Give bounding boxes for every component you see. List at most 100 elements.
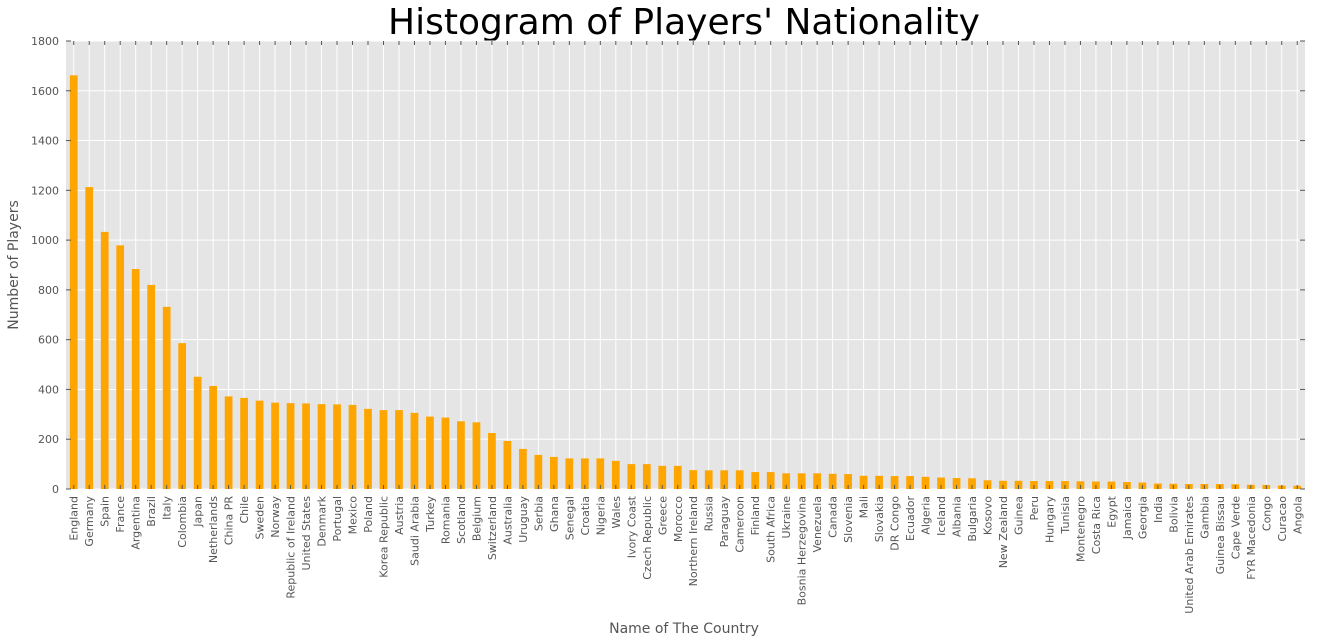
- x-tick-label: Ivory Coast: [625, 495, 638, 558]
- x-tick-label: Belgium: [470, 496, 483, 541]
- x-tick-label: DR Congo: [889, 496, 902, 551]
- y-tick-label: 200: [38, 433, 59, 446]
- x-tick-label: United States: [300, 496, 313, 571]
- bar: [627, 464, 636, 489]
- bar: [395, 410, 403, 489]
- bar: [379, 410, 388, 489]
- bar: [286, 403, 295, 489]
- x-tick-label: Russia: [703, 496, 716, 531]
- x-axis-label: Name of The Country: [609, 621, 759, 637]
- bar: [611, 460, 620, 489]
- x-tick-label: Gambia: [1198, 496, 1211, 539]
- x-tick-label: United Arab Emirates: [1183, 496, 1196, 614]
- x-tick-label: Bosnia Herzegovina: [796, 496, 809, 605]
- bar: [720, 470, 729, 489]
- x-tick-label: Venezuela: [811, 496, 824, 553]
- x-tick-label: Republic of Ireland: [285, 496, 298, 599]
- bar: [735, 470, 744, 489]
- bar: [333, 404, 341, 489]
- bar: [457, 421, 465, 489]
- x-tick-label: Uruguay: [517, 496, 530, 543]
- x-tick-label: Algeria: [920, 496, 933, 535]
- x-tick-label: South Africa: [765, 496, 778, 563]
- bar: [952, 478, 961, 489]
- x-tick-label: Argentina: [130, 496, 143, 550]
- x-tick-label: Cape Verde: [1229, 496, 1242, 559]
- x-tick-label: Northern Ireland: [687, 496, 700, 586]
- x-tick-label: Romania: [439, 496, 452, 544]
- x-tick-labels: England Germany Spain France Argentina Brazil…: [68, 495, 1305, 613]
- bar: [472, 422, 481, 489]
- bar: [999, 480, 1007, 489]
- bar: [364, 408, 372, 489]
- x-tick-label: Congo: [1260, 496, 1273, 531]
- y-tick-label: 400: [38, 383, 59, 396]
- x-tick-label: Guinea: [1012, 496, 1025, 535]
- bar: [797, 473, 806, 489]
- bar: [426, 416, 434, 489]
- bar: [519, 448, 527, 489]
- y-tick-label: 1200: [31, 184, 59, 197]
- bar: [782, 473, 791, 489]
- x-tick-label: Greece: [656, 496, 669, 535]
- x-tick-label: Canada: [827, 496, 840, 538]
- bar: [240, 397, 248, 489]
- x-tick-label: Cameroon: [734, 496, 747, 553]
- x-tick-label: Norway: [269, 496, 282, 538]
- bar: [596, 458, 605, 489]
- bar: [875, 475, 883, 489]
- bar: [689, 470, 698, 489]
- bar: [642, 464, 651, 489]
- x-tick-label: Mexico: [347, 496, 360, 535]
- y-axis-label: Number of Players: [6, 200, 22, 330]
- bar: [1014, 480, 1023, 489]
- x-tick-label: Hungary: [1043, 496, 1056, 543]
- x-tick-label: Iceland: [935, 496, 948, 536]
- x-tick-label: Poland: [362, 496, 375, 533]
- x-tick-label: Spain: [99, 496, 112, 527]
- x-tick-label: Czech Republic: [641, 496, 654, 580]
- x-tick-label: Scotland: [455, 496, 468, 544]
- x-tick-label: Austria: [393, 496, 406, 535]
- x-tick-label: Switzerland: [486, 496, 499, 560]
- bar: [890, 476, 899, 489]
- x-tick-label: Chile: [238, 496, 251, 524]
- bar: [302, 403, 310, 489]
- bar: [983, 480, 992, 489]
- x-tick-label: Japan: [192, 496, 205, 528]
- x-tick-label: Bolivia: [1167, 496, 1180, 533]
- y-tick-label: 1600: [31, 85, 59, 98]
- y-tick-label: 0: [52, 483, 59, 496]
- x-tick-label: Slovakia: [873, 496, 886, 542]
- bar: [565, 458, 574, 489]
- x-tick-label: FYR Macedonia: [1245, 496, 1258, 580]
- x-tick-label: Australia: [501, 496, 514, 545]
- bar: [255, 400, 264, 489]
- x-tick-label: Paraguay: [718, 496, 731, 548]
- bar: [906, 476, 914, 489]
- bar: [488, 433, 496, 489]
- x-tick-label: Senegal: [563, 496, 576, 540]
- bar: [503, 440, 512, 489]
- bar: [85, 187, 94, 489]
- x-tick-label: Slovenia: [842, 496, 855, 543]
- bar: [921, 476, 930, 489]
- x-tick-label: Tunisia: [1059, 496, 1072, 535]
- x-tick-label: Georgia: [1136, 496, 1149, 539]
- x-tick-label: Nigeria: [594, 496, 607, 535]
- y-tick-label: 1000: [31, 234, 59, 247]
- bar: [673, 465, 682, 489]
- x-tick-label: France: [114, 496, 127, 533]
- x-tick-label: Netherlands: [207, 496, 220, 563]
- bar: [658, 465, 667, 489]
- x-tick-label: Angola: [1291, 496, 1304, 534]
- bar: [193, 376, 202, 489]
- bar: [968, 478, 976, 489]
- x-tick-label: India: [1152, 496, 1165, 523]
- y-tick-label: 1800: [31, 35, 59, 48]
- bar: [534, 454, 543, 489]
- bar: [116, 245, 125, 489]
- bars: [69, 75, 1302, 490]
- bar: [751, 472, 760, 489]
- bar: [549, 456, 558, 489]
